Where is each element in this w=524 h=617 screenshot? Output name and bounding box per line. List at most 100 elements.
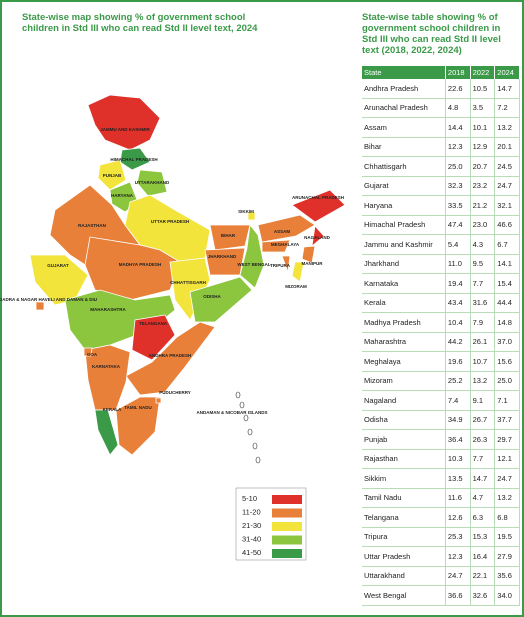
table-row: Karnataka 19.4 7.7 15.4 [362,273,520,294]
value-cell: 20.7 [470,156,496,177]
value-cell: 4.7 [470,488,496,508]
value-cell: 6.8 [494,507,520,528]
state-cell: Andhra Pradesh [362,79,446,99]
column-header: 2022 [470,66,496,79]
value-cell: 33.5 [445,195,471,216]
state-cell: Maharashtra [362,332,446,352]
value-cell: 34.0 [494,585,520,606]
state-label: TAMIL NADU [124,405,152,410]
value-cell: 3.5 [470,98,496,118]
state-cell: Chhattisgarh [362,156,446,177]
value-cell: 9.1 [470,390,496,411]
value-cell: 32.6 [470,585,496,606]
value-cell: 11.6 [445,488,471,508]
value-cell: 10.4 [445,312,471,333]
island [247,428,253,436]
value-cell: 12.3 [445,546,471,567]
value-cell: 24.7 [494,176,520,196]
value-cell: 26.7 [470,410,496,430]
state-label: UTTAR PRADESH [151,219,189,224]
state-region [115,396,161,456]
value-cell: 10.7 [470,351,496,372]
value-cell: 16.4 [470,546,496,567]
table-row: Jammu and Kashmir 5.4 4.3 6.7 [362,234,520,255]
legend-label: 11-20 [242,507,261,516]
state-label: JHARKHAND [208,254,237,259]
column-header: 2024 [494,66,520,79]
value-cell: 11.0 [445,254,471,274]
value-cell: 36.4 [445,429,471,450]
value-cell: 6.3 [470,507,496,528]
state-cell: Uttar Pradesh [362,546,446,567]
value-cell: 24.7 [494,468,520,489]
state-region [131,314,176,361]
value-cell: 19.4 [445,273,471,294]
value-cell: 14.4 [445,117,471,138]
value-cell: 32.1 [494,195,520,216]
state-region [247,211,256,221]
island [252,442,258,450]
legend-label: 41-50 [242,548,261,557]
value-cell: 27.9 [494,546,520,567]
table-row: Punjab 36.4 26.3 29.7 [362,429,520,450]
value-cell: 35.6 [494,566,520,586]
value-cell: 26.1 [470,332,496,352]
value-cell: 47.4 [445,215,471,235]
state-region [281,255,291,273]
state-cell: Jammu and Kashmir [362,234,446,255]
value-cell: 13.2 [470,371,496,391]
value-cell: 4.3 [470,234,496,255]
state-label: KERALA [103,407,122,412]
value-cell: 36.6 [445,585,471,606]
value-cell: 37.7 [494,410,520,430]
value-cell: 25.0 [494,371,520,391]
island [239,401,245,409]
value-cell: 15.6 [494,351,520,372]
state-label: KARNATAKA [92,364,121,369]
header-row: State 2018 2022 2024 [362,66,520,79]
state-label: NAGALAND [304,235,330,240]
value-cell: 13.2 [494,117,520,138]
value-cell: 7.2 [494,98,520,118]
value-cell: 15.3 [470,527,496,547]
state-cell: West Bengal [362,585,446,606]
value-cell: 15.4 [494,273,520,294]
state-label: DADRA & NAGAR HAVELI AND DAMAN & DIU [0,297,97,302]
column-header: State [362,66,446,79]
value-cell: 24.7 [445,566,471,586]
value-cell: 5.4 [445,234,471,255]
value-cell: 22.6 [445,79,471,99]
value-cell: 10.1 [470,117,496,138]
state-label: WEST BENGAL [237,262,271,267]
state-cell: Meghalaya [362,351,446,372]
state-cell: Assam [362,117,446,138]
table-row: Meghalaya 19.6 10.7 15.6 [362,351,520,372]
state-cell: Tamil Nadu [362,488,446,508]
table-row: Nagaland 7.4 9.1 7.1 [362,390,520,411]
state-cell: Jharkhand [362,254,446,274]
state-region [94,409,119,456]
state-region [35,301,45,311]
legend-swatch [272,549,302,558]
state-cell: Bihar [362,137,446,157]
island [235,391,241,399]
state-cell: Telangana [362,507,446,528]
table-row: Rajasthan 10.3 7.7 12.1 [362,449,520,469]
state-label: UTTARAKHAND [135,180,170,185]
state-cell: Nagaland [362,390,446,411]
state-label: MAHARASHTRA [90,307,126,312]
state-region [209,224,251,251]
value-cell: 7.7 [470,273,496,294]
state-label: MANIPUR [302,261,324,266]
state-cell: Punjab [362,429,446,450]
value-cell: 7.9 [470,312,496,333]
value-cell: 25.2 [445,371,471,391]
state-label: ANDHRA PRADESH [149,353,192,358]
value-cell: 12.6 [445,507,471,528]
value-cell: 19.5 [494,527,520,547]
state-region [239,381,245,391]
value-cell: 46.6 [494,215,520,235]
table-row: Tripura 25.3 15.3 19.5 [362,527,520,547]
table-row: Maharashtra 44.2 26.1 37.0 [362,332,520,352]
